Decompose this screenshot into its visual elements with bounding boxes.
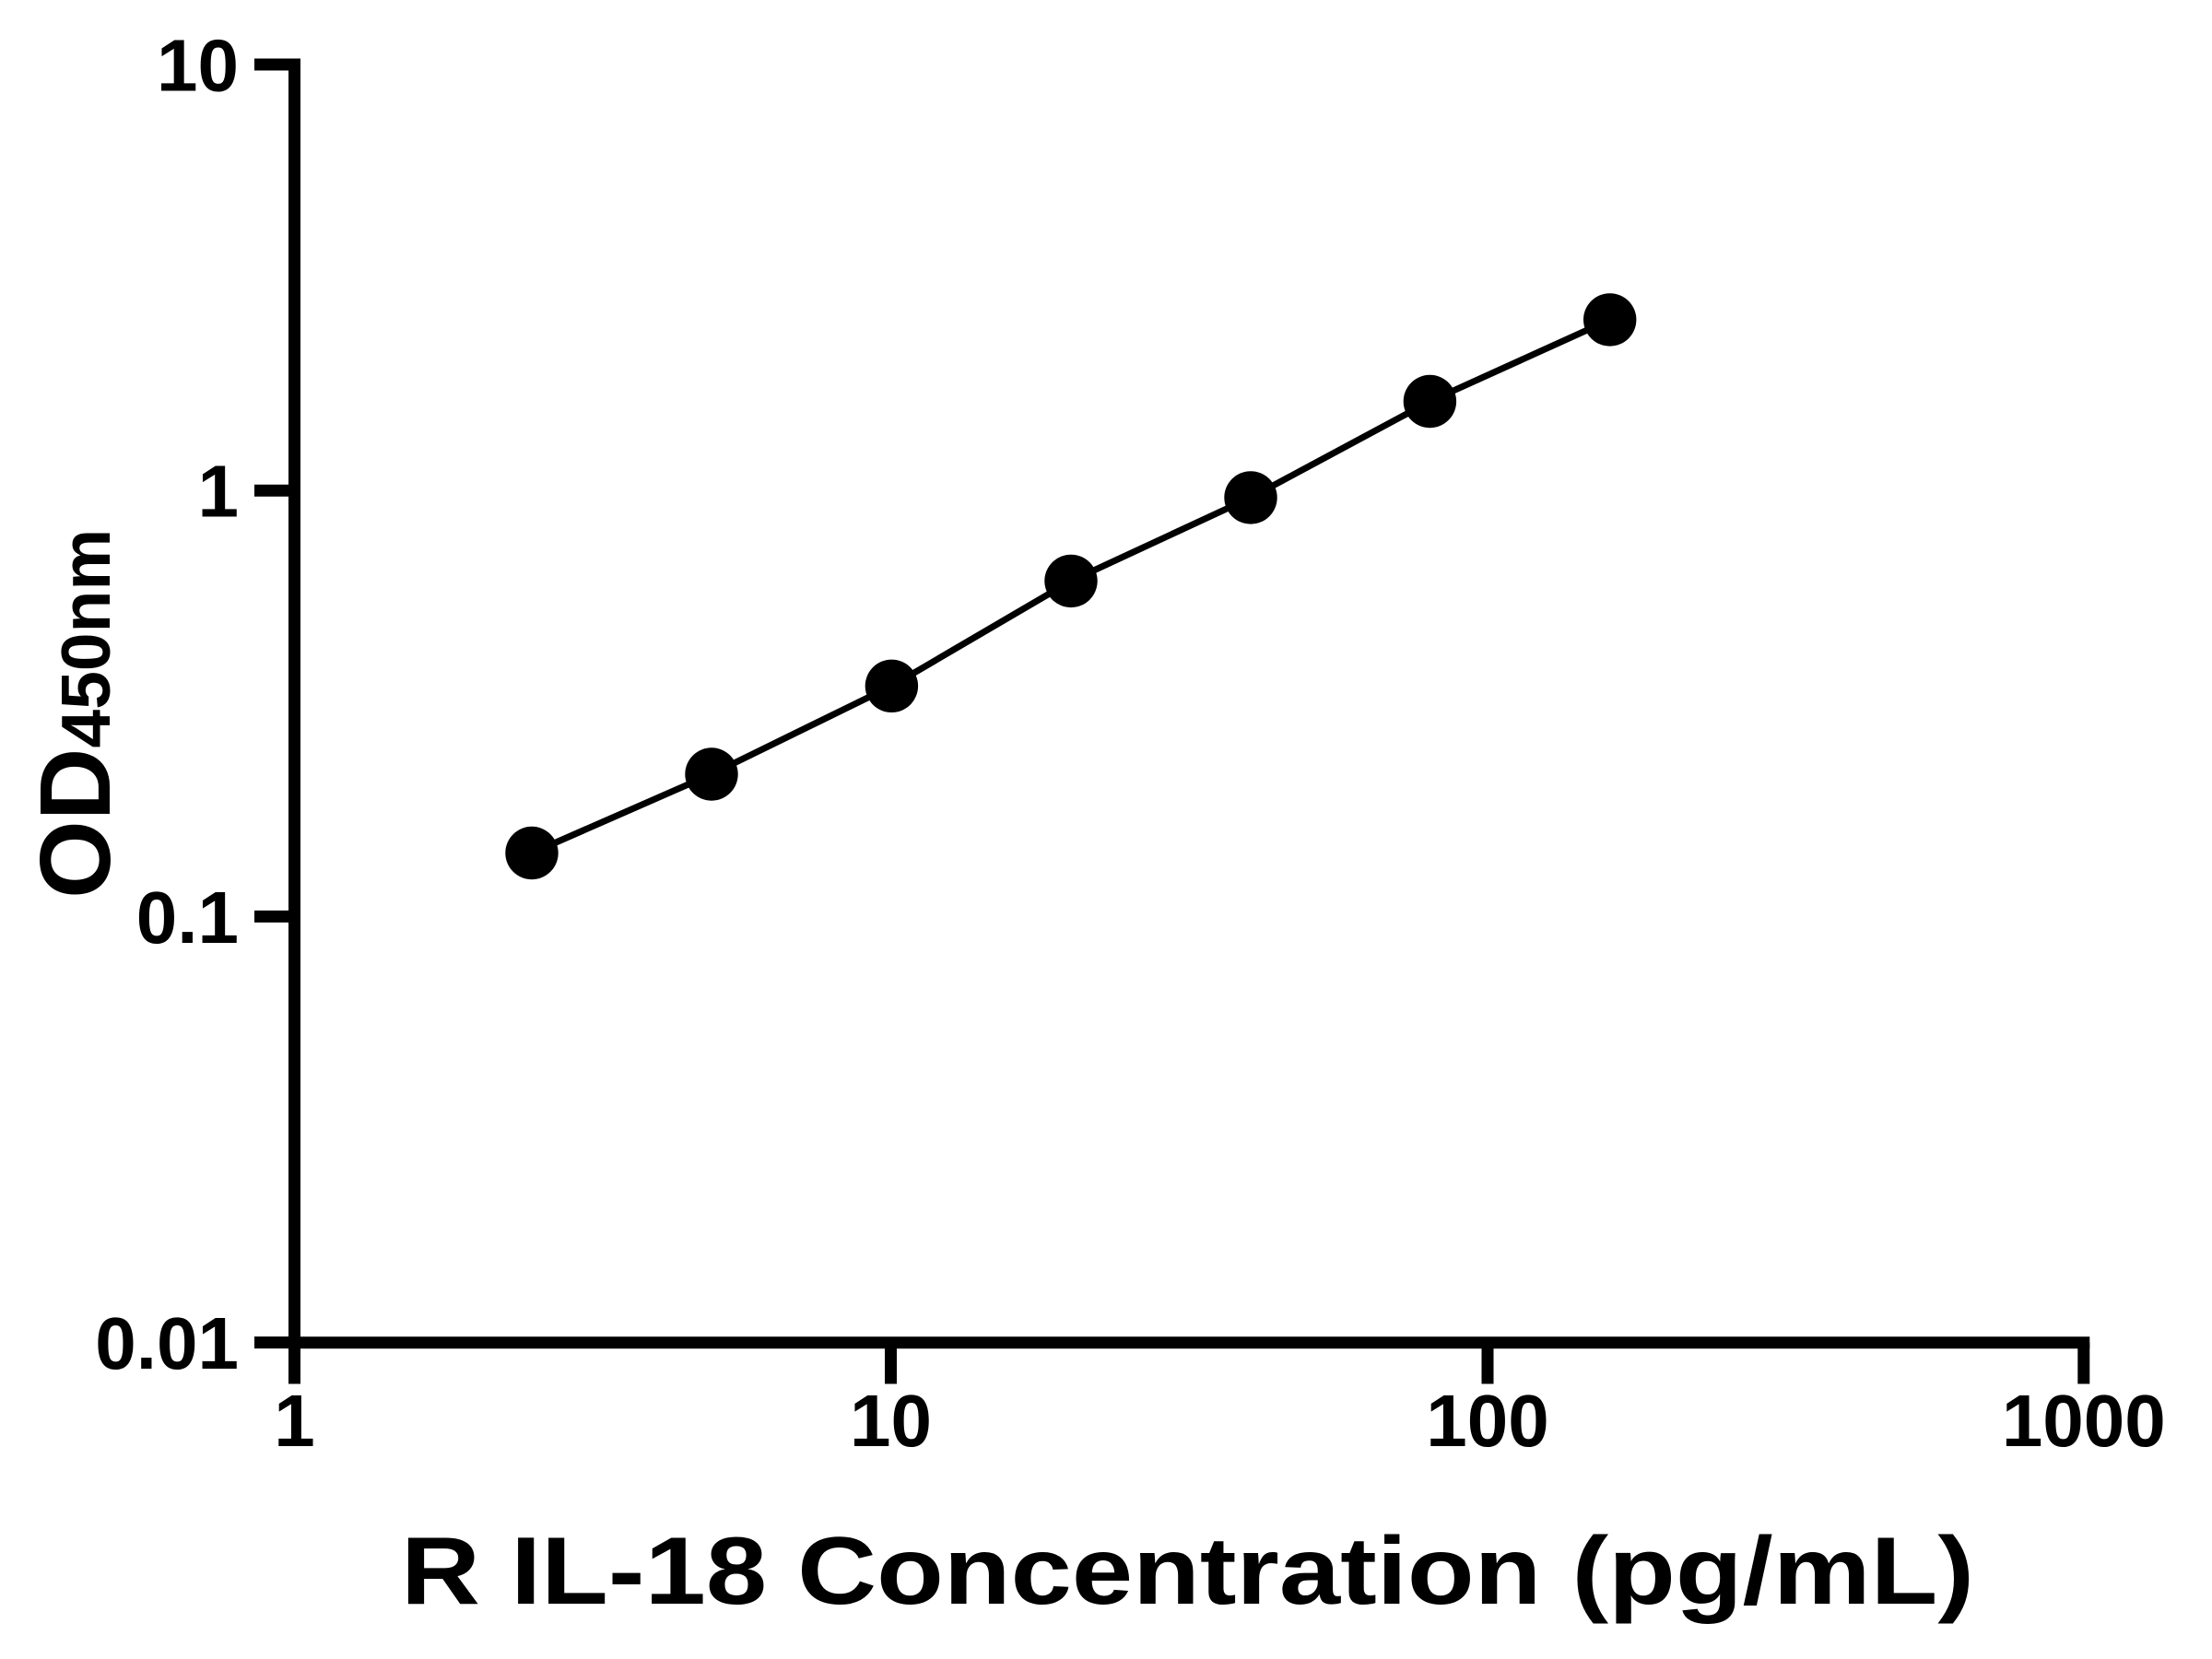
svg-text:R IL-18 Concentration (pg/mL): R IL-18 Concentration (pg/mL) [401,1518,1974,1625]
svg-text:1: 1 [274,1380,315,1462]
svg-text:0.01: 0.01 [95,1302,239,1384]
svg-text:10: 10 [850,1380,932,1462]
svg-text:10: 10 [157,25,239,107]
svg-text:0.1: 0.1 [136,877,239,959]
svg-text:100: 100 [1426,1380,1548,1462]
svg-text:1000: 1000 [2002,1380,2166,1462]
svg-text:1: 1 [198,451,240,533]
